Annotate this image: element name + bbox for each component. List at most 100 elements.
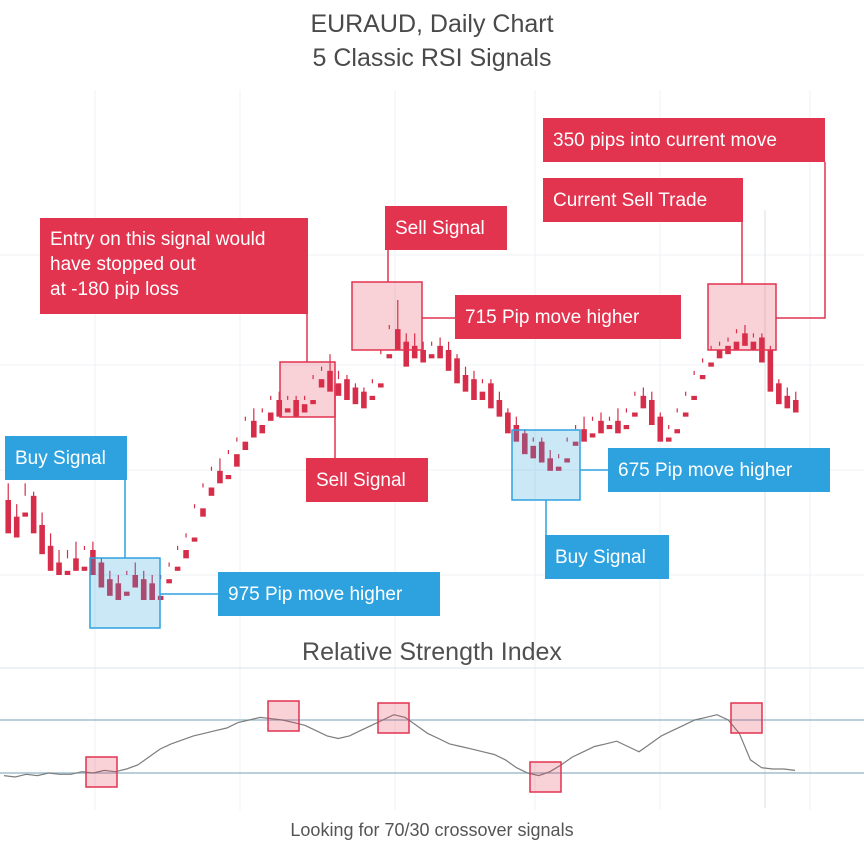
candle-body [259, 425, 266, 434]
connector-line [776, 162, 826, 319]
candle-body [708, 362, 714, 367]
candle-body [318, 379, 325, 388]
candle-body [538, 441, 545, 463]
candle-body [674, 429, 681, 434]
candle-body [420, 350, 426, 363]
candle-body [98, 562, 105, 588]
candle-body [615, 420, 621, 434]
rsi-panel [0, 700, 864, 793]
current-sell-trade-label: Current Sell Trade [543, 178, 743, 222]
candle-body [606, 425, 613, 430]
candle-body [191, 537, 198, 542]
annotation-connectors [124, 162, 826, 595]
candle-body [555, 466, 562, 471]
candle-body [462, 375, 469, 392]
candle-body [22, 512, 28, 517]
candle-body [115, 583, 122, 600]
buy-signal-label-1: Buy Signal [5, 436, 127, 480]
candle-body [140, 579, 147, 600]
candle-body [547, 458, 553, 471]
candle-body [64, 570, 71, 575]
candle-body [166, 579, 172, 584]
candle-body [742, 333, 748, 346]
candle-body [30, 495, 37, 534]
candle-body [56, 562, 62, 575]
sell-signal-label-1: Sell Signal [385, 206, 507, 250]
candle-body [200, 508, 206, 517]
candle-body [640, 395, 647, 409]
candle-body [479, 391, 486, 400]
candle-body [445, 350, 452, 371]
signal-boxes [89, 281, 777, 629]
candle-body [598, 420, 604, 434]
move-675-label: 675 Pip move higher [608, 448, 830, 492]
candle-body [496, 400, 503, 417]
candle-body [394, 329, 401, 350]
candle-body [699, 375, 706, 380]
candle-body [682, 412, 689, 417]
candle-body [716, 350, 723, 359]
candle-body [665, 437, 672, 442]
candle-body [572, 441, 579, 446]
rsi-line [3, 714, 796, 778]
candle-body [47, 545, 54, 571]
buy-signal-box-1 [89, 557, 161, 629]
candle-body [5, 500, 12, 534]
candle-body [691, 395, 697, 400]
sell-signal-box-1 [279, 361, 336, 418]
candle-body [225, 475, 232, 480]
current-move-label: 350 pips into current move [543, 118, 825, 162]
candle-body [352, 387, 359, 405]
candle-body [293, 400, 299, 417]
buy-signal-label-2: Buy Signal [545, 535, 669, 579]
candle-body [378, 383, 384, 388]
candle-body [733, 341, 740, 350]
move-975-label: 975 Pip move higher [218, 572, 440, 616]
candle-body [513, 425, 520, 442]
candle-body [174, 566, 181, 571]
candle-body [301, 404, 308, 413]
candle-body [242, 441, 249, 450]
candle-body [649, 400, 655, 425]
candle-body [183, 550, 189, 559]
candle-body [437, 345, 443, 359]
candle-body [369, 395, 376, 400]
candle-body [361, 391, 367, 409]
candle-body [581, 429, 587, 442]
candle-body [767, 350, 774, 392]
candle-body [589, 433, 596, 438]
candle-body [792, 400, 799, 413]
candle-body [344, 379, 350, 400]
candle-body [13, 516, 20, 538]
candle-body [488, 383, 494, 409]
candle-body [73, 558, 79, 571]
candle-body [276, 400, 283, 417]
candle-body [149, 583, 155, 600]
candle-body [471, 379, 477, 400]
rsi-signal-box-2 [267, 700, 300, 732]
candle-body [623, 425, 630, 430]
candle-body [530, 445, 537, 459]
candle-body [428, 354, 435, 359]
candle-body [505, 412, 511, 434]
candle-body [632, 412, 638, 417]
chart-title: EURAUD, Daily Chart [310, 10, 554, 38]
candle-body [217, 470, 223, 484]
candle-body [107, 579, 113, 596]
candle-body [403, 341, 410, 367]
candle-body [335, 383, 342, 396]
candle-body [564, 458, 570, 463]
rsi-signal-box-1 [85, 756, 118, 788]
candle-body [132, 575, 139, 588]
candle-body [208, 487, 215, 496]
sell-signal-label-2: Sell Signal [306, 458, 428, 502]
candle-body [327, 370, 333, 392]
rsi-signal-box-4 [529, 761, 562, 793]
candle-body [284, 408, 291, 413]
rsi-title: Relative Strength Index [302, 638, 562, 666]
candle-body [123, 591, 130, 596]
buy-signal-box-2 [511, 429, 581, 501]
sell-signal-box-2 [351, 281, 423, 351]
